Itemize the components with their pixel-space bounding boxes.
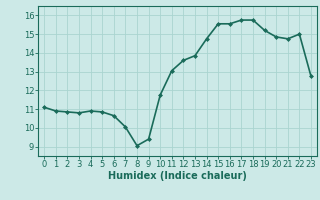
X-axis label: Humidex (Indice chaleur): Humidex (Indice chaleur) [108,171,247,181]
